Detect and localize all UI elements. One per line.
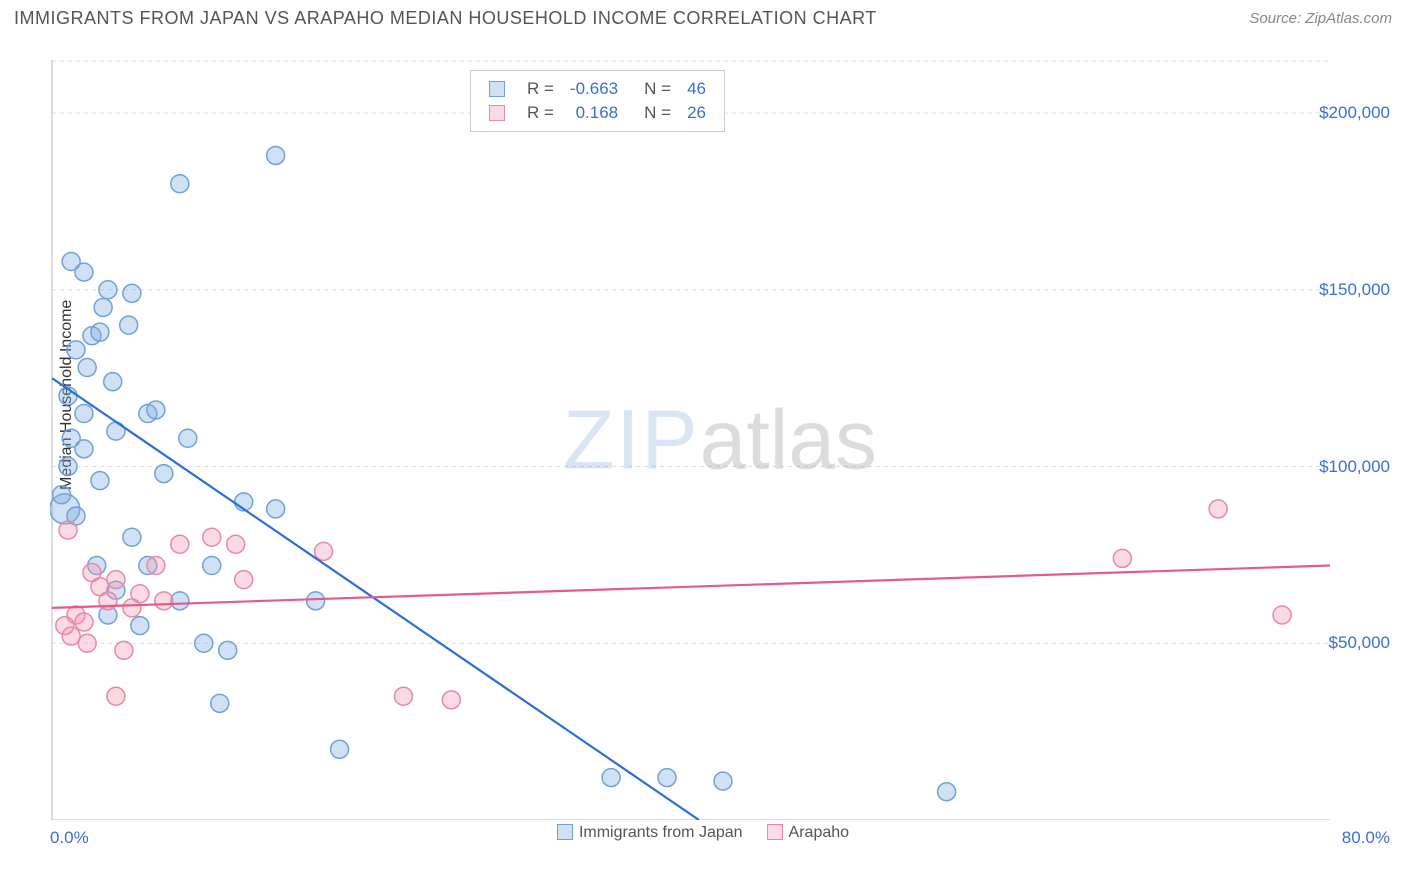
- series-swatch: [489, 105, 505, 121]
- bottom-legend: Immigrants from Japan Arapaho: [0, 824, 1406, 842]
- y-tick-label: $50,000: [1329, 633, 1390, 653]
- y-tick-label: $150,000: [1319, 280, 1390, 300]
- r-value: 0.168: [562, 101, 626, 125]
- chart-area: Median Household Income ZIPatlas R =-0.6…: [50, 60, 1390, 820]
- stats-row: R =-0.663N =46: [481, 77, 714, 101]
- r-value: -0.663: [562, 77, 626, 101]
- scatter-plot: [50, 60, 1390, 820]
- legend-item: Immigrants from Japan: [557, 824, 743, 841]
- header-bar: IMMIGRANTS FROM JAPAN VS ARAPAHO MEDIAN …: [0, 0, 1406, 33]
- series-swatch: [489, 81, 505, 97]
- r-label: R =: [519, 101, 562, 125]
- n-value: 46: [679, 77, 714, 101]
- n-label: N =: [626, 101, 679, 125]
- r-label: R =: [519, 77, 562, 101]
- series-swatch: [767, 824, 783, 840]
- source-prefix: Source:: [1249, 10, 1305, 27]
- correlation-stats-box: R =-0.663N =46R =0.168N =26: [470, 70, 725, 132]
- y-tick-label: $100,000: [1319, 457, 1390, 477]
- legend-label: Immigrants from Japan: [579, 824, 743, 841]
- chart-title: IMMIGRANTS FROM JAPAN VS ARAPAHO MEDIAN …: [14, 8, 877, 29]
- stats-row: R =0.168N =26: [481, 101, 714, 125]
- legend-label: Arapaho: [789, 824, 850, 841]
- source-attribution: Source: ZipAtlas.com: [1249, 10, 1392, 27]
- source-link[interactable]: ZipAtlas.com: [1305, 10, 1392, 27]
- series-swatch: [557, 824, 573, 840]
- n-label: N =: [626, 77, 679, 101]
- legend-item: Arapaho: [767, 824, 850, 841]
- stats-table: R =-0.663N =46R =0.168N =26: [481, 77, 714, 125]
- n-value: 26: [679, 101, 714, 125]
- y-tick-label: $200,000: [1319, 103, 1390, 123]
